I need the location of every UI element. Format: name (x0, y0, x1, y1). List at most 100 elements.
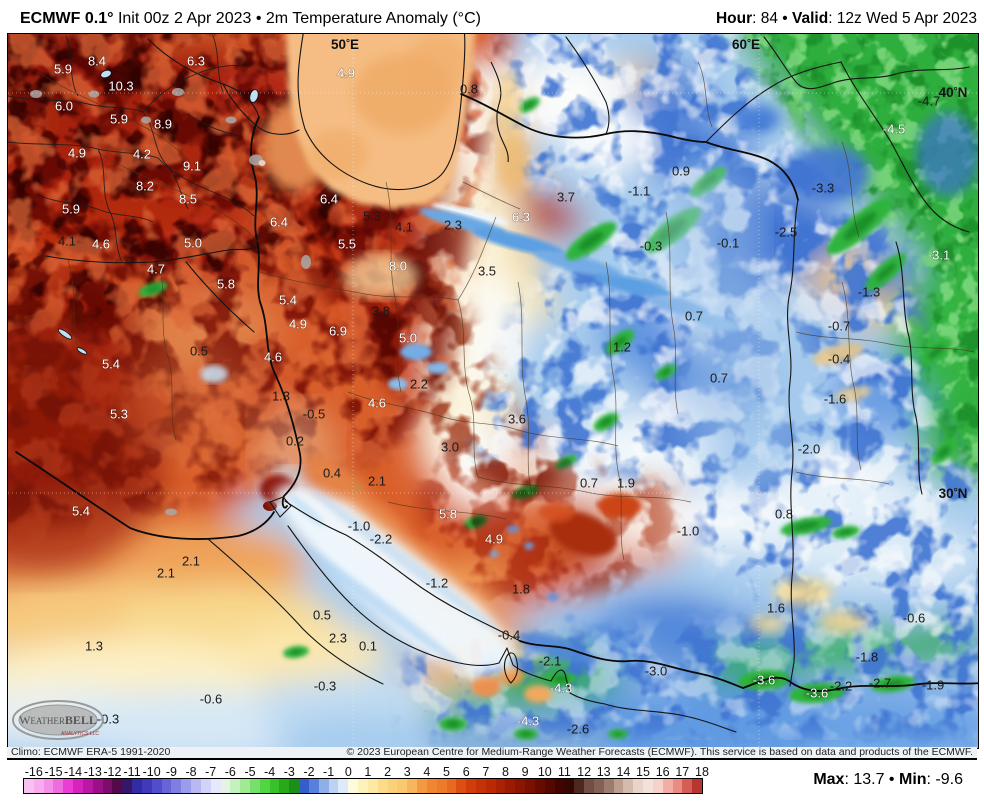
svg-text:4.6: 4.6 (92, 237, 110, 252)
svg-text:8.2: 8.2 (136, 179, 154, 194)
svg-text:10.3: 10.3 (108, 79, 133, 94)
svg-text:0.7: 0.7 (685, 309, 703, 324)
svg-text:-0.7: -0.7 (828, 319, 850, 334)
svg-text:3.0: 3.0 (441, 440, 459, 455)
svg-text:-1.8: -1.8 (856, 650, 878, 665)
svg-text:-0.3: -0.3 (314, 679, 336, 694)
svg-text:-3.0: -3.0 (645, 664, 667, 679)
svg-text:-4.5: -4.5 (883, 122, 905, 137)
svg-text:-3.1: -3.1 (928, 248, 950, 263)
svg-text:-4.7: -4.7 (918, 94, 940, 109)
svg-text:-1.2: -1.2 (426, 576, 448, 591)
svg-text:1.3: 1.3 (85, 639, 103, 654)
svg-text:2.3: 2.3 (329, 631, 347, 646)
svg-text:9.1: 9.1 (183, 159, 201, 174)
svg-text:4.6: 4.6 (368, 396, 386, 411)
svg-text:3.8: 3.8 (372, 304, 390, 319)
svg-text:2.1: 2.1 (157, 566, 175, 581)
svg-text:-0.6: -0.6 (903, 611, 925, 626)
svg-text:-2.6: -2.6 (567, 722, 589, 737)
svg-text:1.8: 1.8 (512, 582, 530, 597)
svg-text:-1.9: -1.9 (922, 678, 944, 693)
svg-text:WEATHERBELL: WEATHERBELL (19, 713, 97, 727)
svg-text:6.9: 6.9 (329, 324, 347, 339)
svg-text:0.9: 0.9 (672, 164, 690, 179)
svg-text:-4.3: -4.3 (517, 714, 539, 729)
svg-text:50°E: 50°E (331, 37, 359, 52)
svg-text:-0.4: -0.4 (498, 628, 520, 643)
svg-text:-3.6: -3.6 (753, 673, 775, 688)
svg-text:40°N: 40°N (939, 85, 968, 100)
svg-text:4.9: 4.9 (289, 317, 307, 332)
svg-text:2.1: 2.1 (368, 474, 386, 489)
svg-text:1.6: 1.6 (767, 601, 785, 616)
svg-text:6.4: 6.4 (320, 192, 338, 207)
svg-text:3.5: 3.5 (478, 264, 496, 279)
svg-text:-2.7: -2.7 (869, 676, 891, 691)
svg-text:2.1: 2.1 (182, 554, 200, 569)
svg-text:5.9: 5.9 (54, 62, 72, 77)
svg-text:5.4: 5.4 (72, 504, 90, 519)
svg-text:6.3: 6.3 (187, 54, 205, 69)
svg-text:-1.0: -1.0 (348, 519, 370, 534)
svg-text:5.9: 5.9 (62, 202, 80, 217)
svg-text:0.7: 0.7 (710, 371, 728, 386)
svg-text:6.4: 6.4 (270, 215, 288, 230)
svg-text:-2.1: -2.1 (539, 654, 561, 669)
svg-text:-2.2: -2.2 (370, 532, 392, 547)
svg-text:0.2: 0.2 (286, 434, 304, 449)
svg-text:-2.2: -2.2 (830, 679, 852, 694)
svg-text:-0.5: -0.5 (303, 407, 325, 422)
svg-text:4.9: 4.9 (68, 146, 86, 161)
svg-text:0.7: 0.7 (580, 476, 598, 491)
svg-text:60°E: 60°E (732, 37, 760, 52)
svg-text:5.5: 5.5 (338, 237, 356, 252)
svg-text:-1.0: -1.0 (677, 524, 699, 539)
svg-text:8.0: 8.0 (389, 259, 407, 274)
svg-text:ANALYTICS LLC: ANALYTICS LLC (61, 731, 99, 737)
svg-text:-4.3: -4.3 (550, 681, 572, 696)
svg-text:5.0: 5.0 (399, 331, 417, 346)
svg-text:0.8: 0.8 (460, 82, 478, 97)
svg-text:5.3: 5.3 (110, 407, 128, 422)
svg-text:5.4: 5.4 (279, 293, 297, 308)
svg-text:3.7: 3.7 (557, 190, 575, 205)
svg-text:8.9: 8.9 (154, 117, 172, 132)
svg-text:2.3: 2.3 (444, 218, 462, 233)
svg-text:-1.6: -1.6 (824, 392, 846, 407)
svg-text:4.9: 4.9 (485, 532, 503, 547)
svg-text:6.0: 6.0 (55, 99, 73, 114)
svg-text:4.7: 4.7 (147, 262, 165, 277)
svg-text:8.4: 8.4 (88, 54, 106, 69)
svg-text:-3.3: -3.3 (812, 181, 834, 196)
svg-text:5.4: 5.4 (102, 357, 120, 372)
svg-text:5.3: 5.3 (363, 209, 381, 224)
svg-text:4.6: 4.6 (264, 350, 282, 365)
svg-text:5.8: 5.8 (439, 507, 457, 522)
svg-text:4.9: 4.9 (337, 66, 355, 81)
svg-text:5.0: 5.0 (184, 236, 202, 251)
svg-text:-0.3: -0.3 (640, 239, 662, 254)
svg-text:0.8: 0.8 (775, 507, 793, 522)
svg-text:0.5: 0.5 (190, 344, 208, 359)
svg-text:2.2: 2.2 (410, 377, 428, 392)
svg-text:8.5: 8.5 (179, 192, 197, 207)
svg-text:1.2: 1.2 (613, 340, 631, 355)
svg-text:1.3: 1.3 (272, 389, 290, 404)
svg-text:1.9: 1.9 (617, 476, 635, 491)
svg-text:-2.0: -2.0 (798, 442, 820, 457)
svg-text:-0.6: -0.6 (200, 692, 222, 707)
svg-text:-3.6: -3.6 (806, 686, 828, 701)
svg-text:0.5: 0.5 (313, 608, 331, 623)
svg-text:4.1: 4.1 (58, 234, 76, 249)
svg-text:3.6: 3.6 (508, 412, 526, 427)
svg-text:5.9: 5.9 (110, 112, 128, 127)
svg-text:5.8: 5.8 (217, 277, 235, 292)
svg-text:-0.4: -0.4 (828, 352, 850, 367)
svg-text:-0.1: -0.1 (717, 236, 739, 251)
svg-text:4.1: 4.1 (395, 220, 413, 235)
svg-text:4.2: 4.2 (133, 147, 151, 162)
svg-text:-2.5: -2.5 (775, 225, 797, 240)
svg-text:0.4: 0.4 (323, 466, 341, 481)
svg-text:0.1: 0.1 (359, 639, 377, 654)
